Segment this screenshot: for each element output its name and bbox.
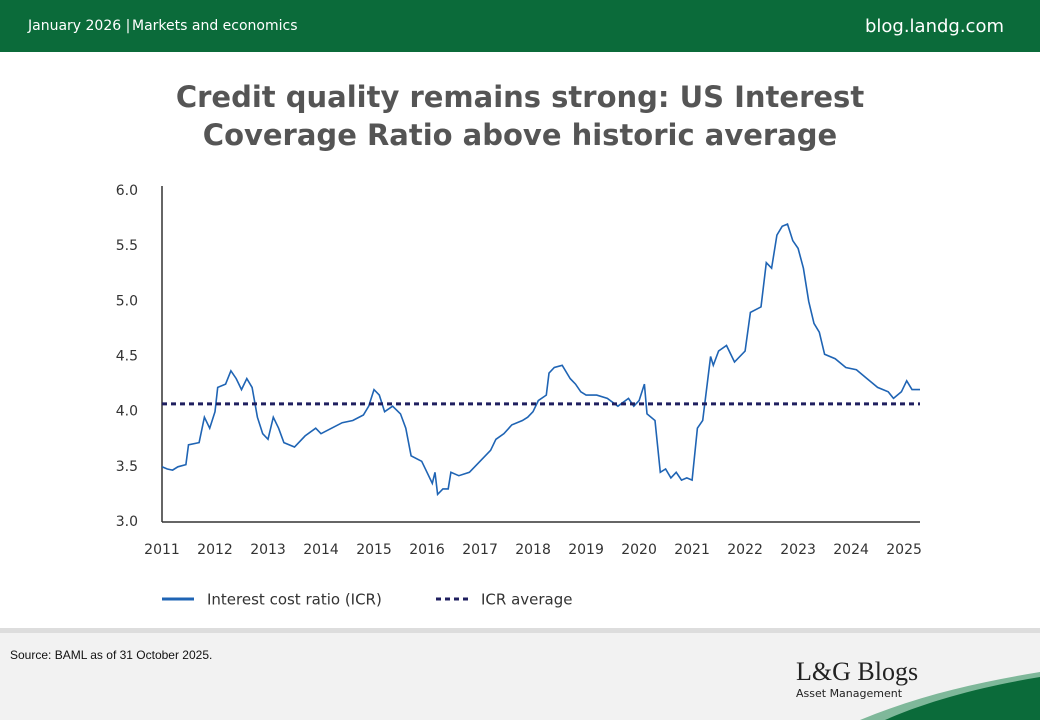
series-line (161, 223, 920, 497)
y-tick-label: 4.5 (116, 349, 138, 365)
x-tick-label: 2020 (621, 542, 657, 558)
logo-swoosh (880, 676, 1040, 720)
x-tick-label: 2023 (780, 542, 816, 558)
header-site[interactable]: blog.landg.com (865, 16, 1004, 37)
x-tick-label: 2017 (462, 542, 498, 558)
footer-rule (0, 628, 1040, 633)
y-tick-label: 6.0 (116, 183, 138, 199)
x-tick-label: 2019 (568, 542, 604, 558)
header-date: January 2026 | (27, 18, 130, 34)
y-tick-label: 5.0 (116, 293, 138, 309)
legend-label: Interest cost ratio (ICR) (207, 591, 382, 609)
plot: 3.0 3.5 4.0 4.5 5.0 5.5 6.0 2011 2012 2013 2014 201… (116, 183, 922, 609)
x-tick-label: 2016 (409, 542, 445, 558)
x-tick-label: 2018 (515, 542, 551, 558)
x-tick-label: 2021 (674, 542, 710, 558)
header-section[interactable]: Markets and economics (132, 18, 298, 34)
x-tick-label: 2024 (833, 542, 869, 558)
legend-label: ICR average (481, 591, 573, 609)
logo-subtitle: Asset Management (796, 687, 903, 700)
x-tick-label: 2013 (250, 542, 286, 558)
x-tick-label: 2025 (886, 542, 922, 558)
x-tick-label: 2014 (303, 542, 339, 558)
x-tick-label: 2022 (727, 542, 763, 558)
logo-swoosh (860, 672, 1040, 720)
chart-title: Credit quality remains strong: US Intere… (176, 80, 865, 114)
y-tick-label: 5.5 (116, 238, 138, 254)
y-tick-label: 4.0 (116, 404, 138, 420)
header-bar (0, 0, 1040, 52)
chart-title: Coverage Ratio above historic average (203, 118, 837, 152)
source-note: Source: BAML as of 31 October 2025. (10, 648, 212, 662)
y-tick-label: 3.0 (116, 514, 138, 530)
x-tick-label: 2015 (356, 542, 392, 558)
logo: L&G Blogs (796, 657, 918, 686)
y-tick-label: 3.5 (116, 459, 138, 475)
x-tick-label: 2012 (197, 542, 233, 558)
x-tick-label: 2011 (144, 542, 180, 558)
footer (0, 632, 1040, 720)
